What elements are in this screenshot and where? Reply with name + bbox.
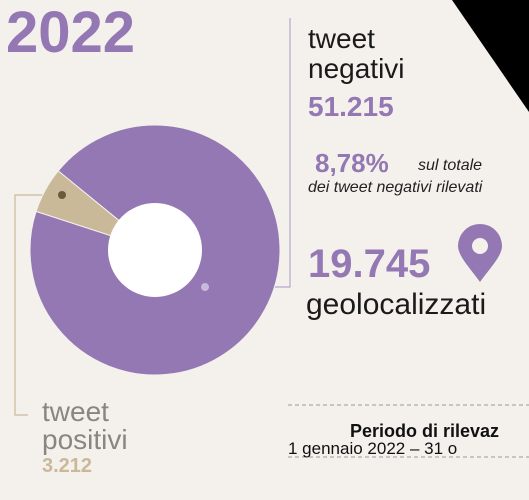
- donut-hole: [108, 203, 202, 297]
- geo-label: geolocalizzati: [306, 288, 487, 321]
- geo-count: 19.745: [308, 242, 431, 286]
- period-title: Periodo di rilevaz: [350, 421, 499, 441]
- share-note: sul totale: [418, 157, 483, 174]
- value-label: 51.215: [308, 91, 394, 122]
- period-range: 1 gennaio 2022 – 31 o: [288, 439, 457, 458]
- leader-dot: [201, 283, 209, 291]
- category-label: tweet negativi: [308, 23, 405, 84]
- leader-dot: [58, 191, 66, 199]
- share: 8,78%: [315, 148, 389, 178]
- share-note: dei tweet negativi rilevati: [308, 179, 483, 196]
- title: 2022: [6, 0, 136, 65]
- category-label: tweet positivi: [42, 396, 128, 455]
- corner-shape: [452, 0, 529, 112]
- leader-line: [14, 194, 62, 416]
- value-label: 3.212: [42, 455, 93, 477]
- donut-chart: [29, 124, 281, 376]
- pin-icon: [458, 224, 502, 282]
